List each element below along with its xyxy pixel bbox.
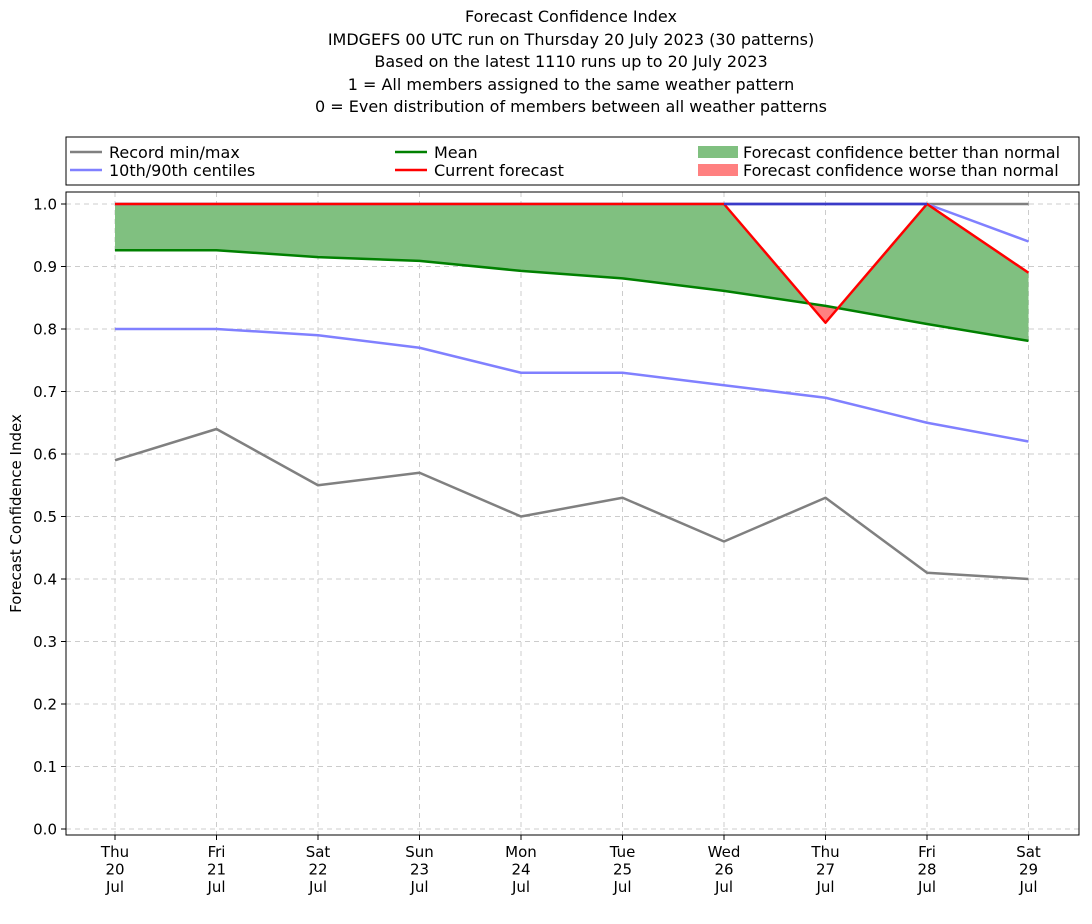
- x-tick-label: Tue 25 Jul: [609, 843, 636, 896]
- y-tick-label: 0.7: [33, 383, 57, 401]
- fill-segment: [927, 204, 1029, 341]
- legend: Record min/max Mean Forecast confidence be…: [65, 136, 1080, 186]
- fill-segment: [838, 204, 927, 324]
- x-tick-label: Fri 28 Jul: [917, 843, 937, 896]
- y-tick-label: 1.0: [33, 196, 57, 214]
- fill-segment: [419, 204, 521, 271]
- x-tick-label-part: 27: [816, 861, 835, 879]
- x-tick-label-part: Jul: [511, 878, 530, 896]
- x-tick-label-part: Sun: [405, 843, 434, 861]
- x-tick-label-part: 20: [105, 861, 124, 879]
- x-tick-label-part: 25: [613, 861, 632, 879]
- y-tick-label: 0.1: [33, 758, 57, 776]
- legend-label: Forecast confidence better than normal: [743, 143, 1060, 162]
- x-tick-label: Fri 21 Jul: [206, 843, 226, 896]
- x-tick-label-part: Jul: [409, 878, 428, 896]
- x-tick-label-part: Thu: [100, 843, 129, 861]
- y-tick-label: 0.8: [33, 321, 57, 339]
- y-tick-label: 0.5: [33, 508, 57, 526]
- x-tick-label-part: 24: [511, 861, 530, 879]
- x-tick-label: Thu 20 Jul: [100, 843, 129, 896]
- fill-segment: [216, 204, 318, 258]
- x-tick-label-part: 29: [1019, 861, 1038, 879]
- fill-segment: [622, 204, 724, 291]
- title-line-4: 1 = All members assigned to the same wea…: [347, 74, 795, 94]
- x-tick-label-part: 26: [714, 861, 733, 879]
- x-tick-label-part: Sat: [1016, 843, 1041, 861]
- chart-title: Forecast Confidence Index IMDGEFS 00 UTC…: [0, 6, 1092, 119]
- fill-segment: [318, 204, 420, 261]
- title-line-1: Forecast Confidence Index: [465, 7, 677, 26]
- y-tick-label: 0.3: [33, 633, 57, 651]
- x-tick-label: Sat 22 Jul: [306, 843, 331, 896]
- x-tick-label: Thu 27 Jul: [810, 843, 839, 896]
- y-tick-label: 0.2: [33, 696, 57, 714]
- x-tick-label-part: 28: [917, 861, 936, 879]
- fill-segment: [521, 204, 623, 279]
- x-tick-label-part: 21: [207, 861, 226, 879]
- x-tick-label-part: Jul: [105, 878, 124, 896]
- legend-label: Record min/max: [109, 143, 240, 162]
- x-tick-label-part: Mon: [505, 843, 537, 861]
- x-tick-label-part: Jul: [714, 878, 733, 896]
- line-record_min: [114, 427, 1029, 581]
- y-tick-label: 0.4: [33, 571, 57, 589]
- x-tick-label-part: Fri: [208, 843, 226, 861]
- x-tick-label-part: Jul: [206, 878, 225, 896]
- x-tick-label-part: Jul: [815, 878, 834, 896]
- x-tick-label: Sun 23 Jul: [405, 843, 434, 896]
- x-tick-label-part: Jul: [308, 878, 327, 896]
- x-tick-label-part: Fri: [918, 843, 936, 861]
- y-axis-label: Forecast Confidence Index: [7, 414, 25, 613]
- line-p10: [115, 327, 1029, 443]
- x-tick-label-part: 23: [410, 861, 429, 879]
- x-tick-label-part: Jul: [1018, 878, 1037, 896]
- x-tick-label-part: Sat: [306, 843, 331, 861]
- legend-box: [65, 136, 1080, 186]
- x-tick-label: Mon 24 Jul: [505, 843, 537, 896]
- confidence-fills: [115, 204, 1029, 341]
- x-tick-label-part: Wed: [708, 843, 741, 861]
- x-tick-label-part: Jul: [917, 878, 936, 896]
- legend-patch-swatch: [698, 146, 738, 158]
- y-tick-label: 0.6: [33, 446, 57, 464]
- series-lines: [114, 202, 1030, 581]
- title-line-2: IMDGEFS 00 UTC run on Thursday 20 July 2…: [327, 29, 815, 49]
- y-axis: 0.0 0.1 0.2 0.3 0.4 0.5 0.6 0.7 0.8 0.9 1.0: [33, 196, 66, 839]
- legend-label: 10th/90th centiles: [109, 161, 255, 180]
- legend-label: Mean: [434, 143, 478, 162]
- x-tick-label: Wed 26 Jul: [708, 843, 741, 896]
- x-tick-label-part: Jul: [612, 878, 631, 896]
- fill-segment: [115, 204, 217, 251]
- plot-frame: [65, 191, 1080, 836]
- line-current: [115, 202, 1030, 324]
- legend-patch-swatch: [698, 164, 738, 176]
- legend-label: Current forecast: [434, 161, 564, 180]
- line-mean: [115, 249, 1029, 343]
- y-tick-label: 0.9: [33, 258, 57, 276]
- title-line-3: Based on the latest 1110 runs up to 20 J…: [374, 52, 768, 71]
- x-tick-label-part: 22: [308, 861, 327, 879]
- title-line-5: 0 = Even distribution of members between…: [314, 97, 828, 116]
- x-tick-label-part: Tue: [609, 843, 636, 861]
- y-tick-label: 0.0: [33, 821, 57, 839]
- x-tick-label: Sat 29 Jul: [1016, 843, 1041, 896]
- x-tick-label-part: Thu: [810, 843, 839, 861]
- legend-label: Forecast confidence worse than normal: [743, 161, 1059, 180]
- grid: [66, 192, 1079, 835]
